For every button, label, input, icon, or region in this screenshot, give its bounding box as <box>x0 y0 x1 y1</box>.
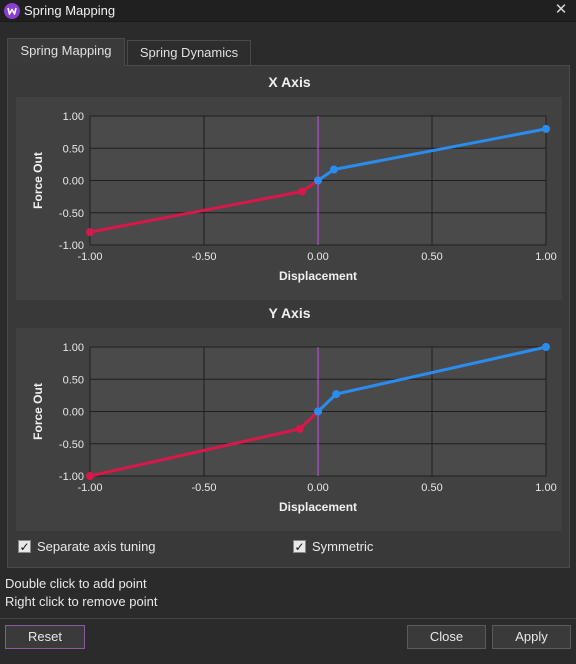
curve-point <box>86 472 94 480</box>
curve-point <box>542 343 550 351</box>
spring-mapping-panel: X Axis -1.00 -0.50 0.00 0.50 1.00 1.00 0.50 0.0… <box>7 65 570 568</box>
x-tick-label: 0.50 <box>421 482 442 494</box>
x-tick-label: -1.00 <box>77 482 102 494</box>
y-axis-title: Y Axis <box>268 305 311 321</box>
x-tick-label: -0.50 <box>191 482 216 494</box>
y-tick-label: 1.00 <box>63 342 84 354</box>
x-axis-chart[interactable]: -1.00 -0.50 0.00 0.50 1.00 1.00 0.50 0.00 -0.50 -… <box>16 97 562 300</box>
x-axis-label: Displacement <box>279 500 357 514</box>
curve-point <box>295 424 304 433</box>
x-tick-label: -1.00 <box>77 251 102 263</box>
separate-axis-tuning-label: Separate axis tuning <box>37 539 156 554</box>
footer-divider <box>0 618 576 619</box>
y-axis-label: Force Out <box>31 383 45 440</box>
curve-point <box>542 124 550 133</box>
close-button[interactable]: Close <box>407 625 486 649</box>
y-axis-label: Force Out <box>31 152 45 209</box>
curve-point <box>314 176 322 185</box>
y-tick-label: 0.50 <box>63 143 84 155</box>
x-tick-label: -0.50 <box>191 251 216 263</box>
y-tick-label: -1.00 <box>59 471 84 483</box>
y-tick-label: 0.00 <box>63 176 84 188</box>
tab-spring-dynamics[interactable]: Spring Dynamics <box>127 40 251 66</box>
x-tick-label: 0.50 <box>421 251 442 263</box>
x-axis-title: X Axis <box>268 74 311 90</box>
y-tick-label: -0.50 <box>59 208 84 220</box>
y-axis-chart[interactable]: -1.00 -0.50 0.00 0.50 1.00 1.00 0.50 0.00 -0.50 -… <box>16 328 562 531</box>
hint-add-point: Double click to add point <box>5 576 147 591</box>
y-tick-label: 0.00 <box>63 407 84 419</box>
apply-button[interactable]: Apply <box>492 625 571 649</box>
x-axis-chart-svg[interactable]: -1.00 -0.50 0.00 0.50 1.00 1.00 0.50 0.00 -0.50 -… <box>16 97 562 300</box>
window-title: Spring Mapping <box>24 3 116 18</box>
reset-button[interactable]: Reset <box>5 625 85 649</box>
x-tick-label: 1.00 <box>535 251 556 263</box>
checkbox-checked-icon[interactable]: ✓ <box>18 540 31 554</box>
title-bar: Spring Mapping ✕ <box>0 0 576 22</box>
x-tick-label: 0.00 <box>307 482 328 494</box>
checkbox-checked-icon[interactable]: ✓ <box>293 540 306 554</box>
curve-point <box>332 390 341 399</box>
y-tick-label: -0.50 <box>59 439 84 451</box>
x-tick-label: 0.00 <box>307 251 328 263</box>
y-tick-label: 0.50 <box>63 374 84 386</box>
curve-point <box>86 228 94 237</box>
hint-remove-point: Right click to remove point <box>5 594 158 609</box>
curve-point <box>329 165 338 174</box>
curve-point <box>298 187 307 196</box>
close-icon[interactable]: ✕ <box>554 1 568 18</box>
symmetric-checkbox[interactable]: ✓ Symmetric <box>293 539 403 557</box>
y-tick-label: 1.00 <box>63 111 84 123</box>
curve-point <box>314 407 322 416</box>
y-axis-chart-svg[interactable]: -1.00 -0.50 0.00 0.50 1.00 1.00 0.50 0.00 -0.50 -… <box>16 328 562 531</box>
tab-spring-mapping[interactable]: Spring Mapping <box>7 38 125 66</box>
separate-axis-tuning-checkbox[interactable]: ✓ Separate axis tuning <box>18 539 188 557</box>
app-logo-icon <box>4 3 20 19</box>
y-tick-label: -1.00 <box>59 240 84 252</box>
x-axis-label: Displacement <box>279 269 357 283</box>
symmetric-label: Symmetric <box>312 539 374 554</box>
x-tick-label: 1.00 <box>535 482 556 494</box>
